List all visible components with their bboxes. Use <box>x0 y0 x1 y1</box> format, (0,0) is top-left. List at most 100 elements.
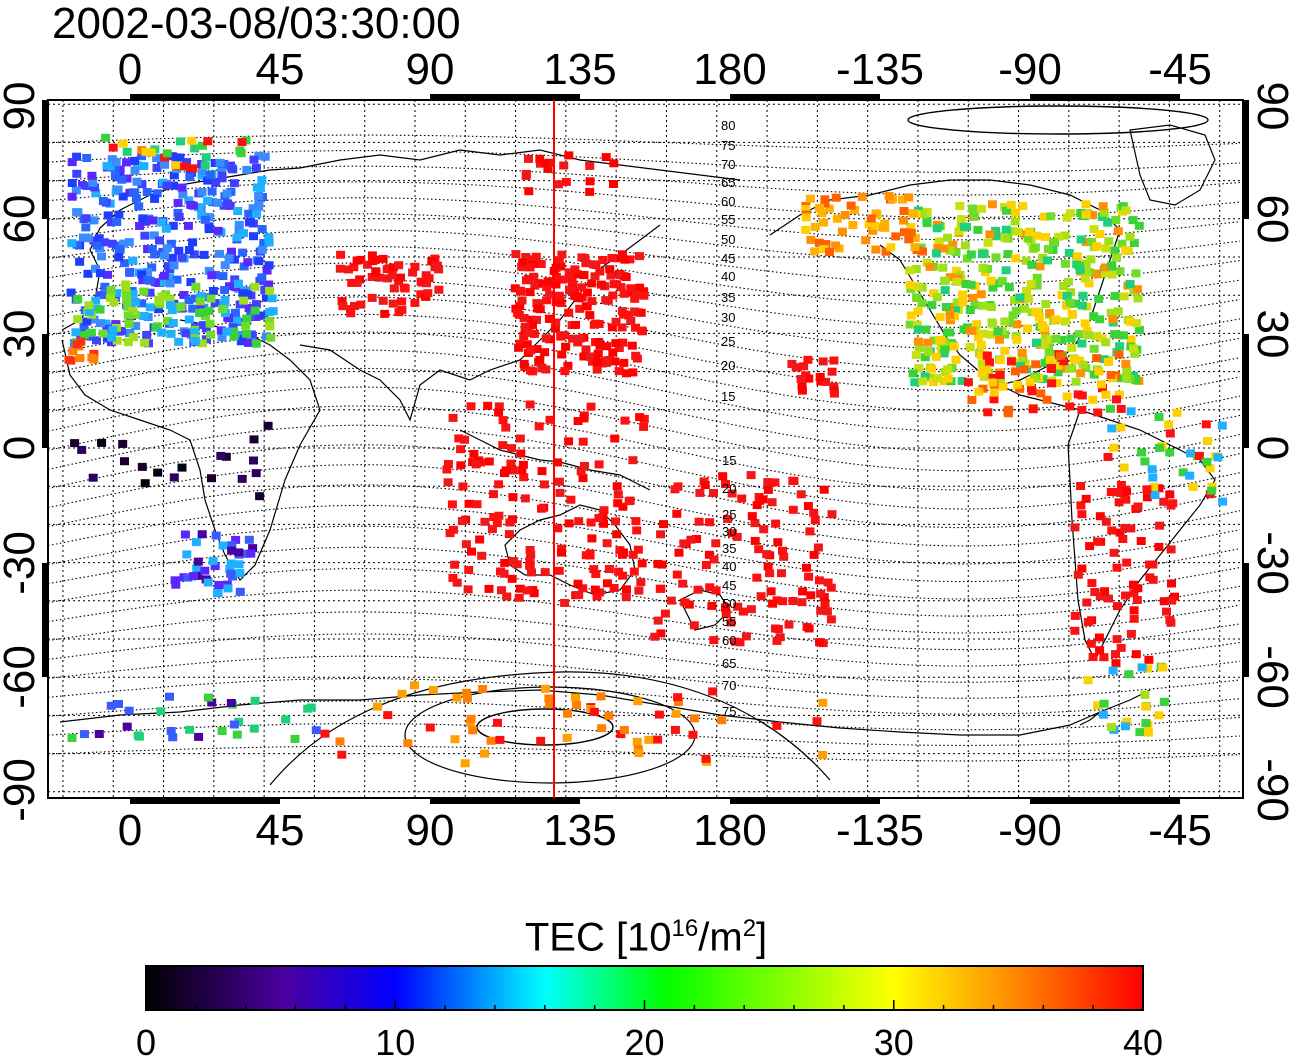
tec-data-point <box>112 217 122 226</box>
tec-data-point <box>98 197 108 205</box>
tec-data-point <box>208 198 218 207</box>
tec-data-point <box>557 275 567 284</box>
tec-data-point <box>217 727 227 735</box>
x-tick-label: -45 <box>1148 45 1212 94</box>
tec-data-point <box>913 337 923 346</box>
tec-data-point <box>182 158 192 167</box>
tec-data-point <box>232 233 242 242</box>
tec-data-point <box>1041 300 1051 309</box>
tec-data-point <box>90 183 100 192</box>
tec-data-point <box>700 481 710 489</box>
tec-data-point <box>525 400 535 409</box>
tec-data-point <box>116 326 126 335</box>
tec-data-point <box>257 273 267 282</box>
tec-data-point <box>565 274 574 283</box>
tec-data-point <box>1120 524 1130 532</box>
tec-data-point <box>1114 350 1124 359</box>
tec-data-point <box>229 179 239 188</box>
tec-data-point <box>1095 315 1105 324</box>
tec-data-point <box>1154 711 1164 720</box>
tec-data-point <box>89 315 99 324</box>
tec-data-point <box>799 362 809 371</box>
tec-data-point <box>483 401 493 410</box>
tec-data-point <box>410 262 420 271</box>
tec-data-point <box>1107 261 1117 270</box>
tec-data-point <box>1081 238 1091 247</box>
tec-data-point <box>180 530 190 539</box>
tec-data-point <box>498 416 508 425</box>
tec-data-point <box>139 287 149 296</box>
tec-data-point <box>173 198 183 207</box>
tec-data-point <box>541 334 551 343</box>
tec-data-point <box>810 222 820 231</box>
tec-data-point <box>1164 420 1174 429</box>
tec-data-point <box>213 226 223 235</box>
tec-data-point <box>1159 497 1169 506</box>
tec-data-point <box>988 373 998 382</box>
tec-data-point <box>537 363 547 372</box>
tec-data-point <box>150 250 160 259</box>
tec-data-point <box>1125 232 1135 241</box>
tec-data-point <box>626 284 636 293</box>
tec-data-point <box>251 163 261 172</box>
tec-data-point <box>815 203 824 212</box>
tec-data-point <box>141 147 151 156</box>
tec-data-point <box>1110 292 1120 300</box>
tec-data-point <box>566 495 576 504</box>
tec-data-point <box>871 245 881 254</box>
tec-data-point <box>1109 548 1119 557</box>
tec-data-point <box>1095 592 1105 601</box>
tec-data-point <box>1107 526 1117 535</box>
x-tick-label: -135 <box>836 45 924 94</box>
tec-data-point <box>1076 209 1086 217</box>
tec-data-point <box>1125 280 1135 288</box>
tec-data-point <box>935 312 945 321</box>
tec-data-point <box>966 280 976 289</box>
tec-data-point <box>694 517 704 526</box>
tec-data-point <box>585 177 595 186</box>
contour-label: 70 <box>721 157 735 172</box>
tec-data-point <box>83 234 93 243</box>
tec-data-point <box>913 282 923 291</box>
tec-data-point <box>966 250 976 259</box>
tec-data-point <box>142 188 152 196</box>
tec-data-point <box>540 568 550 577</box>
tec-data-point <box>738 607 748 616</box>
tec-data-point <box>410 681 419 690</box>
colorbar-tick-label: 30 <box>874 1022 914 1057</box>
tec-data-point <box>534 299 544 308</box>
tec-data-point <box>559 331 569 340</box>
tec-data-point <box>864 220 874 229</box>
tec-data-point <box>200 566 210 575</box>
tec-data-point <box>695 488 705 497</box>
tec-data-point <box>576 467 586 476</box>
tec-data-point <box>746 605 756 614</box>
tec-data-point <box>932 224 942 233</box>
tec-data-point <box>671 709 681 718</box>
tec-data-point <box>1051 315 1061 324</box>
tec-data-point <box>66 288 76 297</box>
tec-data-point <box>815 638 825 647</box>
coastline <box>59 689 1151 736</box>
tec-data-point <box>511 250 521 259</box>
y-tick-label: 30 <box>1248 310 1292 359</box>
tec-data-point <box>140 231 150 240</box>
magnetic-latitude-contour <box>48 633 1241 683</box>
tec-data-point <box>607 254 617 262</box>
tec-data-point <box>185 725 195 734</box>
tec-data-point <box>165 279 175 288</box>
tec-data-point <box>837 227 847 236</box>
tec-data-point <box>1076 369 1086 378</box>
tec-data-point <box>228 165 238 174</box>
tec-data-point <box>589 707 599 716</box>
tec-data-point <box>171 161 181 170</box>
tec-data-point <box>707 601 717 610</box>
x-tick-labels-top: 0 45 90 135 180 -135 -90 -45 <box>118 45 1212 94</box>
tec-data-point <box>103 270 112 279</box>
tec-data-point <box>1125 317 1135 326</box>
tec-data-point <box>1078 360 1088 369</box>
tec-data-point <box>940 276 950 285</box>
tec-data-point <box>1107 424 1117 433</box>
tec-data-point <box>604 711 614 720</box>
tec-data-point <box>72 240 82 249</box>
